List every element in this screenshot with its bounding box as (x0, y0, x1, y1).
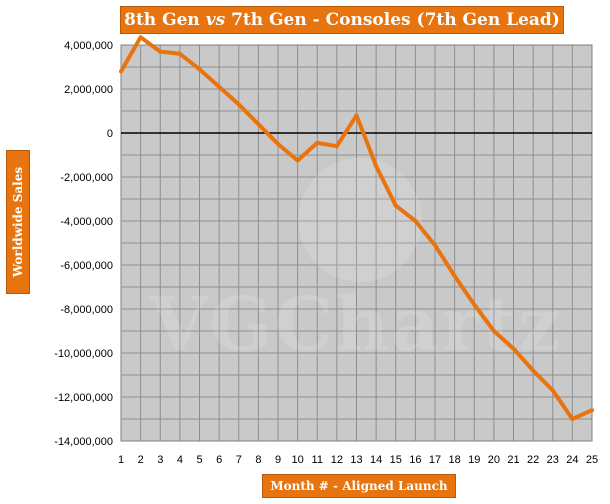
x-tick-label: 1 (118, 454, 124, 466)
y-tick-label: 2,000,000 (64, 84, 113, 96)
data-point (491, 329, 496, 333)
x-tick-label: 5 (196, 454, 202, 466)
y-axis-label-box: Worldwide Sales (6, 150, 30, 294)
data-point (472, 302, 477, 307)
data-point (197, 67, 202, 72)
data-point (158, 49, 163, 54)
y-tick-label: -4,000,000 (60, 216, 113, 228)
x-tick-labels: 1 2 3 4 5 6 7 8 9 10 11 12 13 14 15 16 17 18 19 20 21 22 23 24 2… (118, 454, 598, 466)
x-tick-label: 8 (255, 454, 261, 466)
watermark-text: VGChartz (149, 282, 562, 368)
y-axis-label: Worldwide Sales (11, 166, 25, 278)
x-tick-label: 3 (157, 454, 163, 466)
x-tick-label: 19 (468, 454, 480, 466)
data-point (452, 274, 457, 278)
x-tick-label: 11 (312, 454, 323, 466)
title-part-2: 7th Gen - Consoles (7th Gen Lead) (225, 10, 560, 30)
data-point (256, 122, 261, 127)
y-tick-label: 4,000,000 (64, 40, 113, 52)
data-point (315, 140, 320, 145)
data-point (393, 203, 398, 208)
data-point (570, 417, 575, 421)
data-point (295, 158, 300, 163)
watermark-circle (298, 158, 422, 282)
x-tick-label: 2 (138, 454, 144, 466)
data-point (511, 346, 516, 351)
data-point (550, 388, 555, 393)
x-tick-label: 4 (177, 454, 183, 466)
data-point (354, 113, 359, 118)
x-tick-label: 9 (275, 454, 281, 466)
data-point (531, 368, 536, 373)
y-tick-label: -8,000,000 (60, 304, 113, 316)
x-tick-label: 12 (331, 454, 343, 466)
data-point (236, 102, 241, 107)
x-tick-label: 23 (547, 454, 559, 466)
x-tick-label: 18 (449, 454, 461, 466)
data-point (276, 142, 280, 146)
title-part-1: 8th Gen (124, 10, 206, 30)
y-tick-label: -2,000,000 (60, 172, 113, 184)
data-point (217, 84, 222, 89)
data-point (413, 219, 418, 223)
x-tick-label: 6 (216, 454, 222, 466)
data-points (119, 35, 594, 421)
data-point (119, 69, 123, 74)
x-tick-label: 25 (586, 454, 598, 466)
x-tick-label: 13 (350, 454, 362, 466)
y-tick-label: -10,000,000 (54, 348, 113, 360)
title-part-vs: vs (205, 10, 226, 30)
x-tick-label: 14 (370, 454, 382, 466)
y-tick-label: 0 (107, 128, 113, 140)
data-point (334, 144, 339, 149)
data-point (433, 243, 437, 248)
y-tick-label: -6,000,000 (60, 260, 113, 272)
x-axis-label-box: Month # - Aligned Launch (262, 474, 456, 498)
x-tick-label: 24 (566, 454, 578, 466)
x-tick-label: 22 (527, 454, 539, 466)
x-tick-label: 20 (488, 454, 500, 466)
x-tick-label: 10 (292, 454, 304, 466)
x-tick-label: 17 (429, 454, 441, 466)
x-axis-label: Month # - Aligned Launch (270, 479, 448, 493)
x-tick-label: 21 (507, 454, 519, 466)
data-point (590, 408, 594, 413)
x-tick-label: 7 (236, 454, 242, 466)
x-tick-label: 15 (390, 454, 402, 466)
data-point (138, 35, 143, 40)
y-tick-labels: 4,000,000 2,000,000 0 -2,000,000 -4,000,000 -… (54, 40, 113, 448)
data-point (177, 51, 182, 56)
y-tick-label: -12,000,000 (54, 392, 113, 404)
x-tick-label: 16 (409, 454, 421, 466)
chart-title: 8th Gen vs 7th Gen - Consoles (7th Gen L… (120, 6, 564, 34)
plot-frame (120, 44, 593, 442)
data-point (374, 164, 379, 168)
y-tick-label: -14,000,000 (54, 436, 113, 448)
